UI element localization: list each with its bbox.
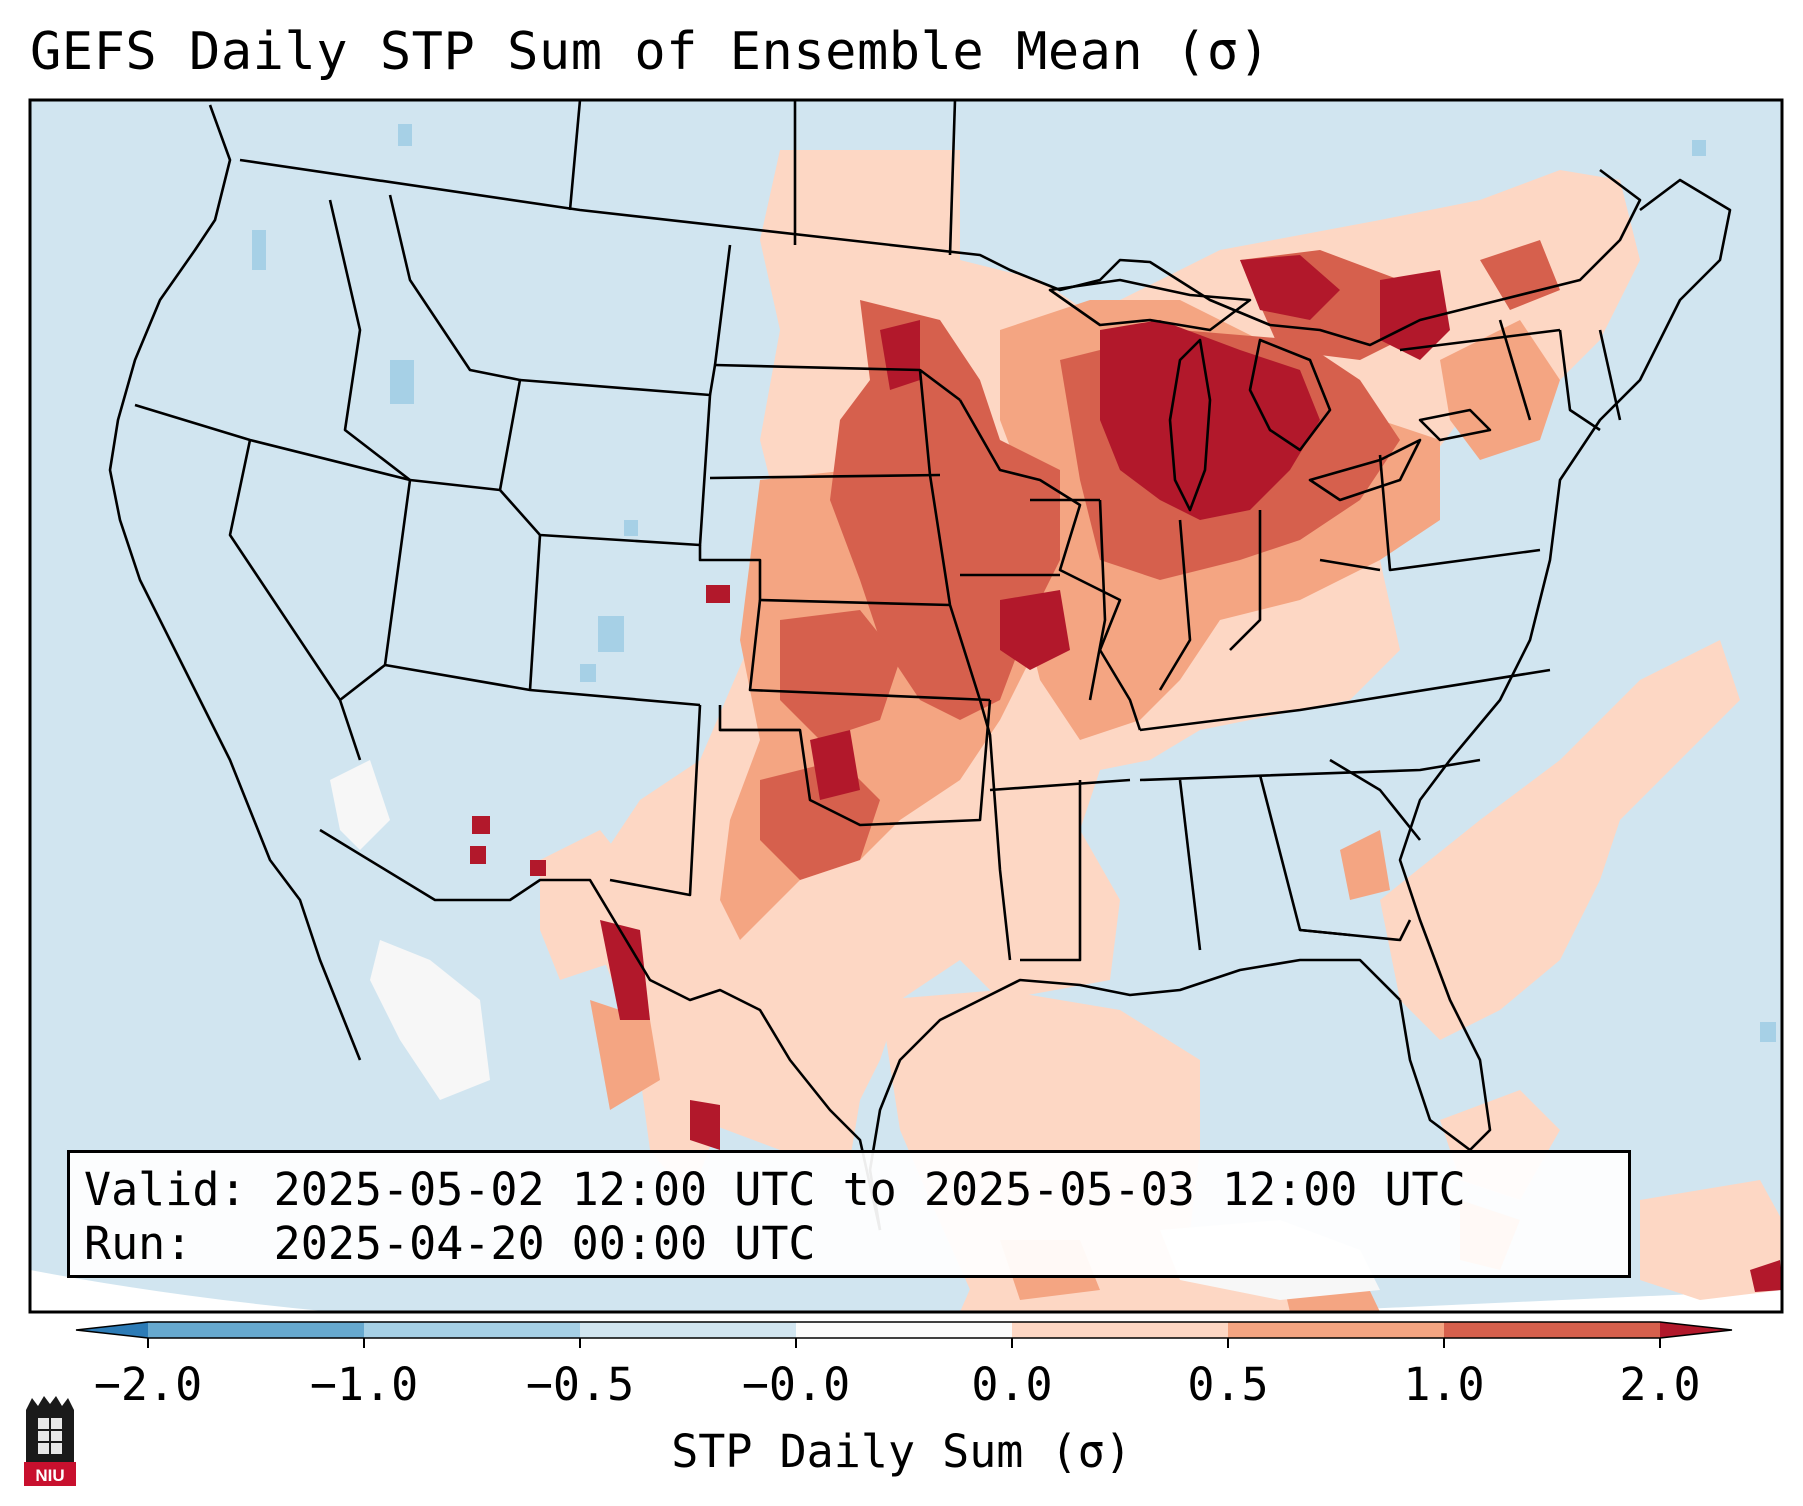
colorbar-label: STP Daily Sum (σ) <box>671 1425 1132 1478</box>
colorbar-segment <box>1012 1322 1229 1338</box>
niu-logo: NIU <box>24 1396 76 1486</box>
field-level-max <box>470 255 1782 1292</box>
lake-huron <box>1248 338 1332 452</box>
colorbar-tick-label: 2.0 <box>1619 1358 1700 1411</box>
logo-text: NIU <box>35 1466 64 1485</box>
colorbar-segment <box>148 1322 365 1338</box>
valid-label: Valid: <box>84 1163 247 1216</box>
field-level-negative <box>252 124 1776 1042</box>
lake-erie <box>1308 438 1422 502</box>
colorbar-tick-label: −0.5 <box>526 1358 634 1411</box>
state-borders <box>108 100 1732 1231</box>
colorbar-extend-low <box>76 1322 148 1338</box>
colorbar-tick-label: −0.0 <box>742 1358 850 1411</box>
west-coast <box>108 104 362 1061</box>
colorbar-extend-high <box>1660 1322 1732 1338</box>
canada-border <box>239 158 1642 347</box>
east-coast <box>1398 178 1732 1152</box>
colorbar-tick-label: −2.0 <box>94 1358 202 1411</box>
colorbar-tick-label: 1.0 <box>1403 1358 1484 1411</box>
projection-edge <box>30 1270 1782 1312</box>
run-label: Run: <box>84 1217 193 1270</box>
run-value: 2025-04-20 00:00 UTC <box>273 1217 816 1270</box>
colorbar-tick-label: 0.0 <box>971 1358 1052 1411</box>
colorbar-segment <box>1444 1322 1661 1338</box>
colorbar-segment <box>364 1322 581 1338</box>
validity-info-box: Valid: 2025-05-02 12:00 UTC to 2025-05-0… <box>67 1150 1631 1278</box>
lake-ontario <box>1418 408 1492 442</box>
valid-value: 2025-05-02 12:00 UTC to 2025-05-03 12:00… <box>273 1163 1466 1216</box>
stp-field <box>30 100 1782 1312</box>
colorbar-tick-label: −1.0 <box>310 1358 418 1411</box>
colorbar: −2.0 −1.0 −0.5 −0.0 0.0 0.5 1.0 2.0 <box>75 1321 1733 1411</box>
gulf-coast <box>868 958 1401 1231</box>
colorbar-tick-label: 0.5 <box>1187 1358 1268 1411</box>
chart-title: GEFS Daily STP Sum of Ensemble Mean (σ) <box>30 22 1271 82</box>
mexico-border <box>319 828 882 1231</box>
map-frame <box>28 98 1784 1314</box>
lake-superior <box>1048 278 1252 332</box>
colorbar-segment <box>1228 1322 1445 1338</box>
colorbar-segment <box>796 1322 1013 1338</box>
lake-michigan <box>1168 338 1212 512</box>
colorbar-segment <box>580 1322 797 1338</box>
